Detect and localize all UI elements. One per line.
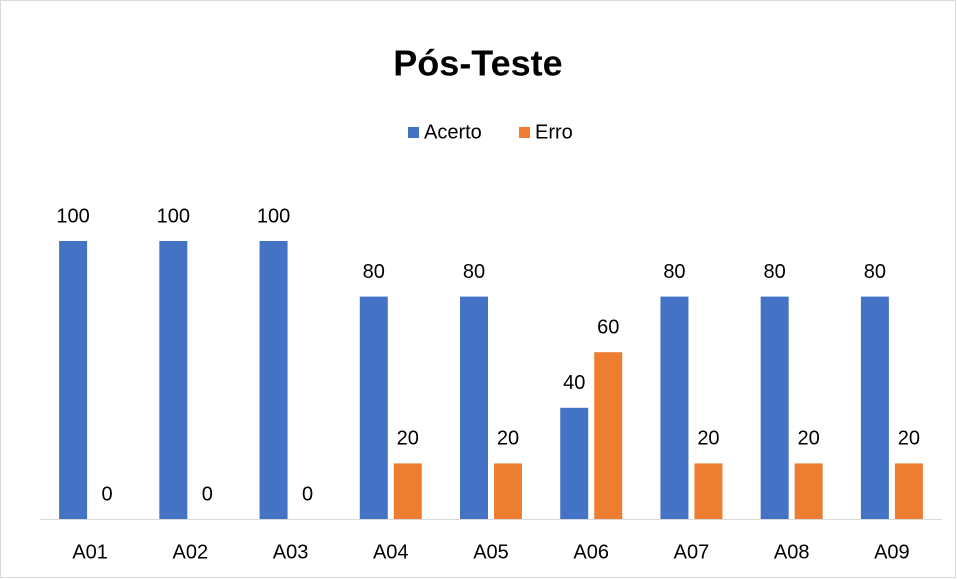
bar	[59, 241, 88, 519]
bar	[159, 241, 188, 519]
data-label: 0	[102, 483, 113, 505]
x-tick-label: A02	[173, 541, 209, 563]
data-label: 100	[56, 205, 89, 227]
legend-label: Acerto	[424, 121, 482, 143]
bar	[460, 296, 488, 519]
bar	[894, 463, 923, 519]
x-tick-label: A09	[874, 541, 910, 563]
x-tick-label: A04	[373, 541, 409, 563]
x-tick-label: A07	[674, 541, 710, 563]
x-tick-label: A03	[273, 541, 309, 563]
data-label: 80	[363, 261, 385, 283]
bar	[660, 296, 689, 519]
data-label: 20	[497, 428, 519, 450]
bar	[860, 296, 889, 519]
bar	[259, 241, 288, 519]
bar	[694, 463, 723, 519]
bar	[760, 296, 789, 519]
data-label: 80	[663, 261, 685, 283]
bar	[359, 296, 388, 519]
data-label: 80	[764, 261, 786, 283]
data-label: 100	[157, 205, 190, 227]
bar	[794, 463, 823, 519]
legend-label: Erro	[535, 121, 573, 143]
bar	[560, 407, 589, 519]
data-label: 60	[597, 316, 619, 338]
data-label: 20	[898, 428, 920, 450]
data-label: 0	[302, 483, 313, 505]
data-label: 0	[202, 483, 213, 505]
data-label: 20	[798, 428, 820, 450]
data-label: 80	[463, 261, 485, 283]
data-label: 20	[397, 428, 419, 450]
data-label: 80	[864, 261, 886, 283]
x-tick-label: A06	[573, 541, 609, 563]
bar	[594, 352, 623, 519]
bar	[494, 463, 522, 519]
data-label: 100	[257, 205, 290, 227]
x-tick-label: A01	[72, 541, 108, 563]
x-tick-label: A05	[473, 541, 509, 563]
legend-swatch	[408, 127, 419, 138]
chart-title: Pós-Teste	[393, 43, 562, 84]
data-label: 20	[697, 428, 719, 450]
data-label: 40	[563, 372, 585, 394]
legend-swatch	[519, 127, 530, 138]
bar	[393, 463, 422, 519]
x-tick-label: A08	[774, 541, 810, 563]
